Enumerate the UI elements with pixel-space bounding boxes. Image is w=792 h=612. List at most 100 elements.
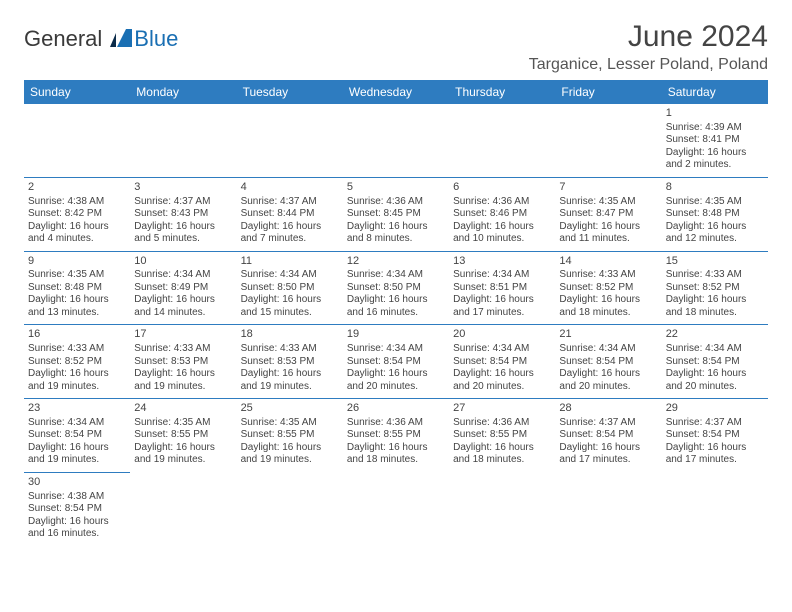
sunset-text: Sunset: 8:44 PM: [241, 208, 339, 221]
month-title: June 2024: [529, 20, 768, 54]
calendar-cell: [449, 472, 555, 545]
calendar-table: Sunday Monday Tuesday Wednesday Thursday…: [24, 80, 768, 546]
calendar-row: 23Sunrise: 4:34 AMSunset: 8:54 PMDayligh…: [24, 399, 768, 473]
sunset-text: Sunset: 8:45 PM: [347, 208, 445, 221]
sunset-text: Sunset: 8:43 PM: [134, 208, 232, 221]
daylight-text: Daylight: 16 hours: [241, 294, 339, 307]
sunrise-text: Sunrise: 4:34 AM: [453, 269, 551, 282]
sunset-text: Sunset: 8:54 PM: [347, 356, 445, 369]
daylight-text: Daylight: 16 hours: [28, 368, 126, 381]
day-number: 22: [666, 328, 764, 342]
calendar-cell: 7Sunrise: 4:35 AMSunset: 8:47 PMDaylight…: [555, 177, 661, 251]
daylight-text: and 19 minutes.: [28, 381, 126, 394]
calendar-cell: [662, 472, 768, 545]
sunset-text: Sunset: 8:47 PM: [559, 208, 657, 221]
sunrise-text: Sunrise: 4:37 AM: [241, 196, 339, 209]
daylight-text: Daylight: 16 hours: [666, 221, 764, 234]
calendar-cell: 12Sunrise: 4:34 AMSunset: 8:50 PMDayligh…: [343, 251, 449, 325]
daylight-text: Daylight: 16 hours: [666, 442, 764, 455]
title-block: June 2024 Targanice, Lesser Poland, Pola…: [529, 20, 768, 74]
calendar-cell: 2Sunrise: 4:38 AMSunset: 8:42 PMDaylight…: [24, 177, 130, 251]
sunrise-text: Sunrise: 4:35 AM: [28, 269, 126, 282]
calendar-cell: 30Sunrise: 4:38 AMSunset: 8:54 PMDayligh…: [24, 472, 130, 545]
sunrise-text: Sunrise: 4:35 AM: [666, 196, 764, 209]
calendar-cell: [555, 104, 661, 177]
daylight-text: and 8 minutes.: [347, 233, 445, 246]
daylight-text: and 12 minutes.: [666, 233, 764, 246]
day-number: 19: [347, 328, 445, 342]
sunset-text: Sunset: 8:54 PM: [28, 429, 126, 442]
calendar-row: 9Sunrise: 4:35 AMSunset: 8:48 PM Daylight…: [24, 251, 768, 325]
sunset-text: Sunset: 8:53 PM: [134, 356, 232, 369]
day-number: 7: [559, 181, 657, 195]
daylight-text: Daylight: 16 hours: [134, 221, 232, 234]
day-number: 4: [241, 181, 339, 195]
sunrise-text: Sunrise: 4:37 AM: [559, 417, 657, 430]
daylight-text: and 19 minutes.: [28, 454, 126, 467]
sunset-text: Sunset: 8:48 PM: [28, 282, 126, 295]
calendar-cell: [343, 104, 449, 177]
sunrise-text: Sunrise: 4:33 AM: [241, 343, 339, 356]
daylight-text: and 10 minutes.: [453, 233, 551, 246]
day-number: 1: [666, 107, 764, 121]
calendar-cell: 27Sunrise: 4:36 AMSunset: 8:55 PMDayligh…: [449, 399, 555, 473]
calendar-cell: [449, 104, 555, 177]
daylight-text: Daylight: 16 hours: [347, 368, 445, 381]
daylight-text: Daylight: 16 hours: [134, 294, 232, 307]
daylight-text: and 14 minutes.: [134, 307, 232, 320]
sunrise-text: Sunrise: 4:33 AM: [134, 343, 232, 356]
calendar-cell: 9Sunrise: 4:35 AMSunset: 8:48 PMDaylight…: [24, 251, 130, 325]
daylight-text: Daylight: 16 hours: [347, 221, 445, 234]
daylight-text: Daylight: 16 hours: [666, 294, 764, 307]
daylight-text: and 20 minutes.: [453, 381, 551, 394]
day-number: 29: [666, 402, 764, 416]
day-number: 25: [241, 402, 339, 416]
day-number: 9: [28, 255, 126, 269]
daylight-text: Daylight: 16 hours: [347, 442, 445, 455]
calendar-cell: 11Sunrise: 4:34 AMSunset: 8:50 PMDayligh…: [237, 251, 343, 325]
daylight-text: Daylight: 16 hours: [28, 221, 126, 234]
calendar-cell: 14Sunrise: 4:33 AMSunset: 8:52 PMDayligh…: [555, 251, 661, 325]
day-number: 5: [347, 181, 445, 195]
sunset-text: Sunset: 8:52 PM: [28, 356, 126, 369]
calendar-cell: 25Sunrise: 4:35 AMSunset: 8:55 PMDayligh…: [237, 399, 343, 473]
sunset-text: Sunset: 8:54 PM: [559, 356, 657, 369]
sunrise-text: Sunrise: 4:33 AM: [28, 343, 126, 356]
sunrise-text: Sunrise: 4:34 AM: [347, 343, 445, 356]
sunrise-text: Sunrise: 4:33 AM: [559, 269, 657, 282]
sunset-text: Sunset: 8:54 PM: [666, 429, 764, 442]
daylight-text: Daylight: 16 hours: [559, 294, 657, 307]
daylight-text: and 4 minutes.: [28, 233, 126, 246]
calendar-cell: 16Sunrise: 4:33 AMSunset: 8:52 PMDayligh…: [24, 325, 130, 399]
daylight-text: Daylight: 16 hours: [666, 368, 764, 381]
sunrise-text: Sunrise: 4:34 AM: [559, 343, 657, 356]
sunrise-text: Sunrise: 4:38 AM: [28, 196, 126, 209]
sunrise-text: Sunrise: 4:38 AM: [28, 491, 126, 504]
calendar-cell: 23Sunrise: 4:34 AMSunset: 8:54 PMDayligh…: [24, 399, 130, 473]
dayname-row: Sunday Monday Tuesday Wednesday Thursday…: [24, 80, 768, 104]
sunset-text: Sunset: 8:42 PM: [28, 208, 126, 221]
daylight-text: and 20 minutes.: [347, 381, 445, 394]
sunrise-text: Sunrise: 4:34 AM: [241, 269, 339, 282]
sunset-text: Sunset: 8:51 PM: [453, 282, 551, 295]
sunrise-text: Sunrise: 4:34 AM: [347, 269, 445, 282]
day-number: 16: [28, 328, 126, 342]
sunset-text: Sunset: 8:50 PM: [347, 282, 445, 295]
daylight-text: and 20 minutes.: [666, 381, 764, 394]
sunset-text: Sunset: 8:49 PM: [134, 282, 232, 295]
calendar-cell: [237, 104, 343, 177]
sunrise-text: Sunrise: 4:33 AM: [666, 269, 764, 282]
daylight-text: and 5 minutes.: [134, 233, 232, 246]
daylight-text: and 18 minutes.: [559, 307, 657, 320]
sunset-text: Sunset: 8:48 PM: [666, 208, 764, 221]
sunset-text: Sunset: 8:54 PM: [28, 503, 126, 516]
calendar-cell: 5Sunrise: 4:36 AMSunset: 8:45 PMDaylight…: [343, 177, 449, 251]
daylight-text: Daylight: 16 hours: [559, 221, 657, 234]
daylight-text: and 20 minutes.: [559, 381, 657, 394]
sunrise-text: Sunrise: 4:34 AM: [134, 269, 232, 282]
daylight-text: Daylight: 16 hours: [453, 221, 551, 234]
sunset-text: Sunset: 8:54 PM: [666, 356, 764, 369]
day-number: 30: [28, 476, 126, 490]
day-number: 21: [559, 328, 657, 342]
sunrise-text: Sunrise: 4:36 AM: [453, 196, 551, 209]
